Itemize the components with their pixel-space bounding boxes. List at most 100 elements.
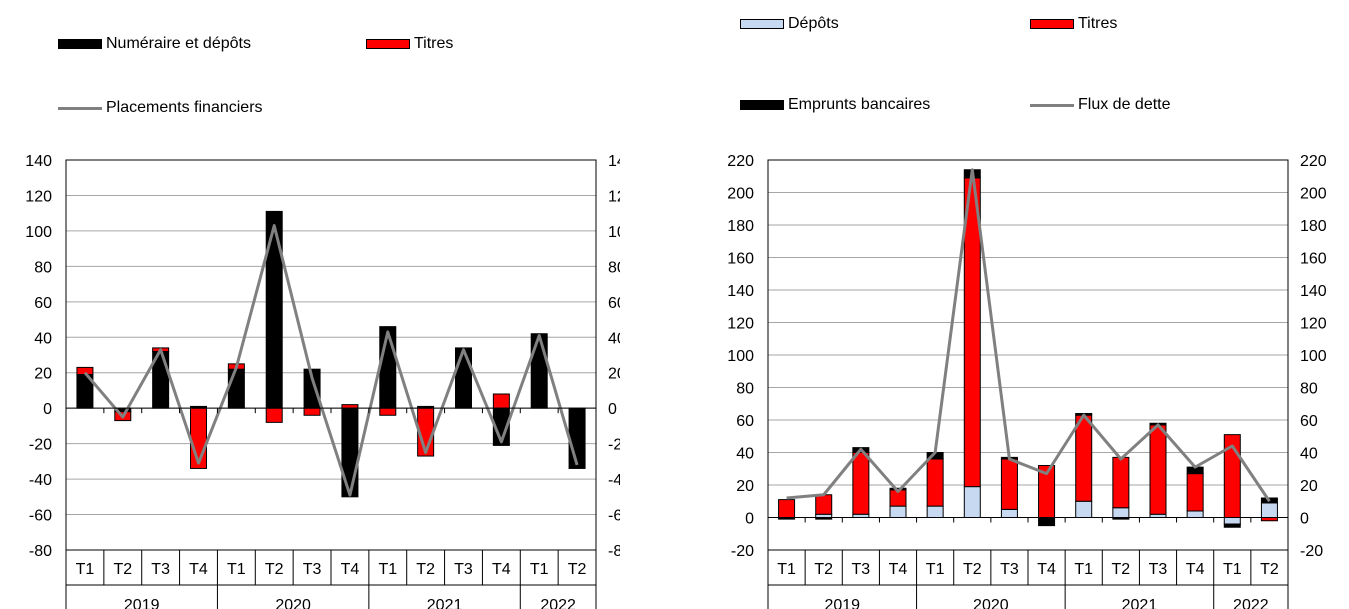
chart1-x-tick-label: T3	[1149, 561, 1168, 578]
chart1-year-label: 2020	[973, 597, 1009, 609]
chart1-year-label: 2021	[1122, 597, 1158, 609]
chart0-y-tick-label: 60	[34, 295, 52, 312]
legend-item-depots: Dépôts	[740, 15, 839, 33]
chart1-y-tick-label: 40	[736, 446, 754, 463]
chart0-y-tick-label: -40	[29, 472, 52, 489]
chart1-y2-tick-label: 200	[1300, 186, 1327, 203]
chart1-bar	[1260, 502, 1278, 518]
legend-swatch-titres-right	[1030, 19, 1074, 29]
chart0-x-tick-label: T1	[227, 561, 246, 578]
chart1-y-tick-label: 160	[727, 251, 754, 268]
chart0-y-tick-label: -60	[29, 508, 52, 525]
legend-item-titres-right: Titres	[1030, 15, 1117, 33]
legend-item-placements: Placements financiers	[58, 99, 263, 117]
chart0-bar	[265, 407, 283, 423]
chart0-bar	[379, 407, 397, 416]
chart1-y-tick-label: 100	[727, 348, 754, 365]
chart1-x-tick-label: T2	[1112, 561, 1131, 578]
chart1-x-tick-label: T2	[963, 561, 982, 578]
chart0-y2-tick-label: -60	[608, 508, 620, 525]
chart0-y2-tick-label: 120	[608, 188, 620, 205]
chart0-x-tick-label: T2	[265, 561, 284, 578]
chart1-x-tick-label: T1	[926, 561, 945, 578]
chart1-bar	[1112, 456, 1130, 509]
chart1-y2-tick-label: 0	[1300, 511, 1309, 528]
chart1-bar	[926, 458, 944, 507]
chart0-x-tick-label: T4	[492, 561, 511, 578]
chart0-y2-tick-label: -20	[608, 437, 620, 454]
chart0-y-tick-label: 120	[25, 188, 52, 205]
legend-label-depots: Dépôts	[788, 15, 839, 32]
chart1-x-tick-label: T3	[852, 561, 871, 578]
legend-line-flux	[1030, 103, 1074, 107]
chart1-x-tick-label: T4	[889, 561, 908, 578]
chart0-bar	[341, 407, 359, 498]
chart0-x-tick-label: T1	[530, 561, 549, 578]
legend-swatch-emprunts	[740, 100, 784, 110]
chart0-bar	[455, 347, 472, 409]
legend-item-emprunts: Emprunts bancaires	[740, 96, 930, 114]
chart1-y-tick-label: 180	[727, 218, 754, 235]
chart0-plot-frame	[65, 159, 597, 551]
chart0-x-tick-label: T4	[189, 561, 208, 578]
chart0-y-tick-label: 100	[25, 224, 52, 241]
chart1-bar	[1112, 507, 1130, 518]
chart0-y2-tick-label: -80	[608, 543, 620, 560]
chart0-x-tick-label: T4	[341, 561, 360, 578]
chart1-y2-tick-label: 180	[1300, 218, 1327, 235]
right-chart: -20 0 20 40 60 80 100 120 140 160 180 200 220 -20 0 20 4…	[727, 153, 1327, 609]
chart1-bar	[1000, 458, 1018, 510]
chart1-y-tick-label: 220	[727, 153, 754, 170]
chart0-x-tick-label: T2	[416, 561, 435, 578]
legend-item-numeraire: Numéraire et dépôts	[58, 35, 251, 53]
chart1-y2-tick-label: 100	[1300, 348, 1327, 365]
chart1-y-tick-label: 200	[727, 186, 754, 203]
legend-label-titres-left: Titres	[414, 35, 454, 52]
chart0-y-tick-label: 140	[25, 153, 52, 170]
chart0-y-tick-label: 40	[34, 330, 52, 347]
chart1-y-tick-label: -20	[731, 543, 754, 560]
chart1-y2-tick-label: 140	[1300, 283, 1327, 300]
chart1-bar	[1223, 517, 1241, 525]
chart1-bar	[889, 505, 907, 518]
chart0-y2-tick-label: 100	[608, 224, 620, 241]
chart1-y-tick-label: 120	[727, 316, 754, 333]
left-chart: -80 -60 -40 -20 0 20 40 60 80 100 120 140 -80 -60 -40 -…	[25, 153, 620, 609]
chart1-y2-tick-label: -20	[1300, 543, 1323, 560]
chart1-bar	[1223, 523, 1241, 528]
chart1-bar	[1038, 517, 1056, 527]
chart1-x-tick-label: T4	[1186, 561, 1205, 578]
chart1-x-tick-label: T1	[1223, 561, 1242, 578]
chart0-y-tick-label: 20	[34, 366, 52, 383]
legend-label-numeraire: Numéraire et dépôts	[106, 35, 251, 52]
chart0-y-tick-label: -80	[29, 543, 52, 560]
chart1-bar	[1000, 508, 1018, 518]
chart0-y2-tick-label: 140	[608, 153, 620, 170]
chart1-y2-tick-label: 60	[1300, 413, 1318, 430]
chart1-bar	[963, 486, 981, 518]
chart1-y2-tick-label: 120	[1300, 316, 1327, 333]
chart1-line-3	[786, 168, 1271, 503]
legend-label-emprunts: Emprunts bancaires	[788, 96, 931, 113]
chart0-bar	[530, 333, 548, 409]
chart1-y2-tick-label: 220	[1300, 153, 1327, 170]
chart0-x-tick-label: T2	[568, 561, 587, 578]
chart0-y2-tick-label: 80	[608, 259, 620, 276]
chart0-bar	[568, 407, 586, 469]
legend-label-titres-right: Titres	[1078, 15, 1118, 32]
chart1-y-tick-label: 20	[736, 478, 754, 495]
chart1-bar	[852, 452, 870, 515]
chart1-bar	[1075, 500, 1093, 518]
chart1-bar	[815, 494, 833, 515]
chart0-y2-tick-label: -40	[608, 472, 620, 489]
chart0-bar	[227, 368, 245, 409]
chart1-y-tick-label: 80	[736, 381, 754, 398]
legend-label-placements: Placements financiers	[106, 99, 263, 116]
chart0-year-label: 2019	[124, 597, 160, 609]
chart1-year-label: 2022	[1233, 597, 1269, 609]
legend-swatch-depots	[740, 19, 784, 29]
chart0-year-label: 2020	[275, 597, 311, 609]
legend-swatch-titres-left	[366, 39, 410, 49]
chart0-y-tick-label: 0	[43, 401, 52, 418]
chart1-y2-tick-label: 80	[1300, 381, 1318, 398]
